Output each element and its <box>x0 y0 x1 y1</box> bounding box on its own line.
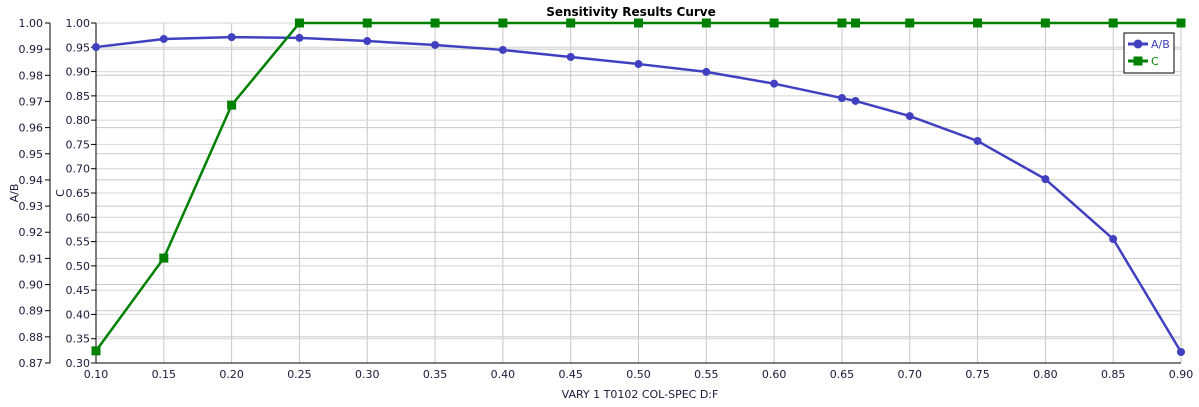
x-tick-label: 0.45 <box>558 368 583 381</box>
y-tick-label-c: 0.35 <box>66 333 91 346</box>
x-axis-label: VARY 1 T0102 COL-SPEC D:F <box>562 388 719 401</box>
data-point-c <box>851 18 860 28</box>
y-tick-label-c: 0.50 <box>66 260 91 273</box>
y-tick-label-ab: 0.98 <box>19 69 44 82</box>
y-tick-label-c: 0.45 <box>66 284 91 297</box>
data-point-ab <box>566 53 575 61</box>
x-tick-label: 0.15 <box>152 368 177 381</box>
data-point-ab <box>92 43 100 52</box>
y-tick-label-ab: 0.88 <box>19 331 44 344</box>
data-point-ab <box>905 112 914 121</box>
data-point-ab <box>702 67 711 76</box>
y-tick-label-ab: 0.96 <box>19 122 44 135</box>
y-tick-label-c: 0.95 <box>66 41 91 54</box>
data-point-ab <box>498 45 507 54</box>
y-tick-label-c: 0.90 <box>66 66 91 79</box>
y-tick-label-ab: 0.93 <box>19 200 44 213</box>
legend: A/B C <box>1123 32 1175 74</box>
data-point-c <box>91 346 101 356</box>
y-tick-label-c: 0.55 <box>66 236 91 249</box>
data-point-c <box>159 253 169 263</box>
data-point-c <box>905 18 915 28</box>
y-tick-label-ab: 0.89 <box>19 305 44 318</box>
y-axis-label-ab: A/B <box>8 184 21 203</box>
y-tick-label-ab: 0.87 <box>19 357 44 370</box>
data-point-ab <box>227 33 236 42</box>
data-point-ab <box>1177 348 1185 357</box>
x-tick-label: 0.50 <box>626 368 651 381</box>
y-tick-label-c: 0.65 <box>66 187 91 200</box>
data-point-ab <box>973 136 982 145</box>
x-tick-label: 0.70 <box>898 368 923 381</box>
x-tick-label: 0.85 <box>1101 368 1126 381</box>
data-point-c <box>1108 18 1118 28</box>
y-tick-label-ab: 0.97 <box>19 95 44 108</box>
data-point-ab <box>770 79 779 88</box>
data-point-ab <box>634 60 643 69</box>
data-point-ab <box>363 37 372 46</box>
data-point-c <box>1040 18 1050 28</box>
series-line-c <box>94 21 1181 352</box>
x-tick-label: 0.90 <box>1169 368 1194 381</box>
data-point-ab <box>295 33 304 42</box>
y-tick-label-c: 0.80 <box>66 114 91 127</box>
data-point-ab <box>159 34 168 43</box>
x-tick-label: 0.40 <box>491 368 516 381</box>
legend-marker-ab <box>1133 39 1143 49</box>
data-point-ab <box>851 96 860 105</box>
data-point-c <box>769 18 779 28</box>
x-tick-label: 0.80 <box>1033 368 1058 381</box>
x-tick-label: 0.30 <box>355 368 380 381</box>
data-point-c <box>227 100 237 110</box>
data-point-c <box>498 18 508 28</box>
legend-label-ab: A/B <box>1151 38 1170 51</box>
x-tick-label: 0.65 <box>830 368 855 381</box>
x-tick-label: 0.55 <box>694 368 719 381</box>
x-tick-label: 0.25 <box>287 368 312 381</box>
y-tick-label-c: 0.30 <box>66 357 91 370</box>
data-point-c <box>973 18 983 28</box>
y-tick-label-c: 0.85 <box>66 90 91 103</box>
x-tick-label: 0.10 <box>84 368 109 381</box>
y-tick-label-c: 1.00 <box>66 17 91 30</box>
y-tick-label-c: 0.70 <box>66 163 91 176</box>
y-tick-label-c: 0.60 <box>66 211 91 224</box>
y-tick-label-ab: 0.90 <box>19 279 44 292</box>
data-point-c <box>1176 18 1186 28</box>
y-tick-label-ab: 0.94 <box>19 174 44 187</box>
y-axis-label-c: C <box>54 189 67 197</box>
data-point-c <box>294 18 304 28</box>
y-tick-label-ab: 0.95 <box>19 148 44 161</box>
data-point-c <box>634 18 643 28</box>
x-tick-label: 0.60 <box>762 368 787 381</box>
data-point-ab <box>1109 235 1118 244</box>
x-tick-label: 0.20 <box>219 368 244 381</box>
x-tick-label: 0.35 <box>423 368 448 381</box>
data-point-c <box>837 18 847 28</box>
data-point-c <box>430 18 440 28</box>
y-tick-label-ab: 0.99 <box>19 43 44 56</box>
data-point-ab <box>837 94 846 103</box>
data-point-c <box>566 18 576 28</box>
legend-label-c: C <box>1151 55 1159 68</box>
y-tick-label-ab: 1.00 <box>19 17 44 30</box>
x-tick-label: 0.75 <box>965 368 990 381</box>
chart-title: Sensitivity Results Curve <box>546 5 716 19</box>
y-tick-label-ab: 0.92 <box>19 226 44 239</box>
data-point-ab <box>1041 175 1050 184</box>
y-tick-label-c: 0.40 <box>66 308 91 321</box>
y-tick-label-c: 0.75 <box>66 138 91 151</box>
y-tick-label-ab: 0.91 <box>19 252 44 265</box>
data-point-c <box>362 18 372 28</box>
data-point-c <box>701 18 711 28</box>
legend-marker-c <box>1133 56 1143 66</box>
data-point-ab <box>431 40 440 49</box>
